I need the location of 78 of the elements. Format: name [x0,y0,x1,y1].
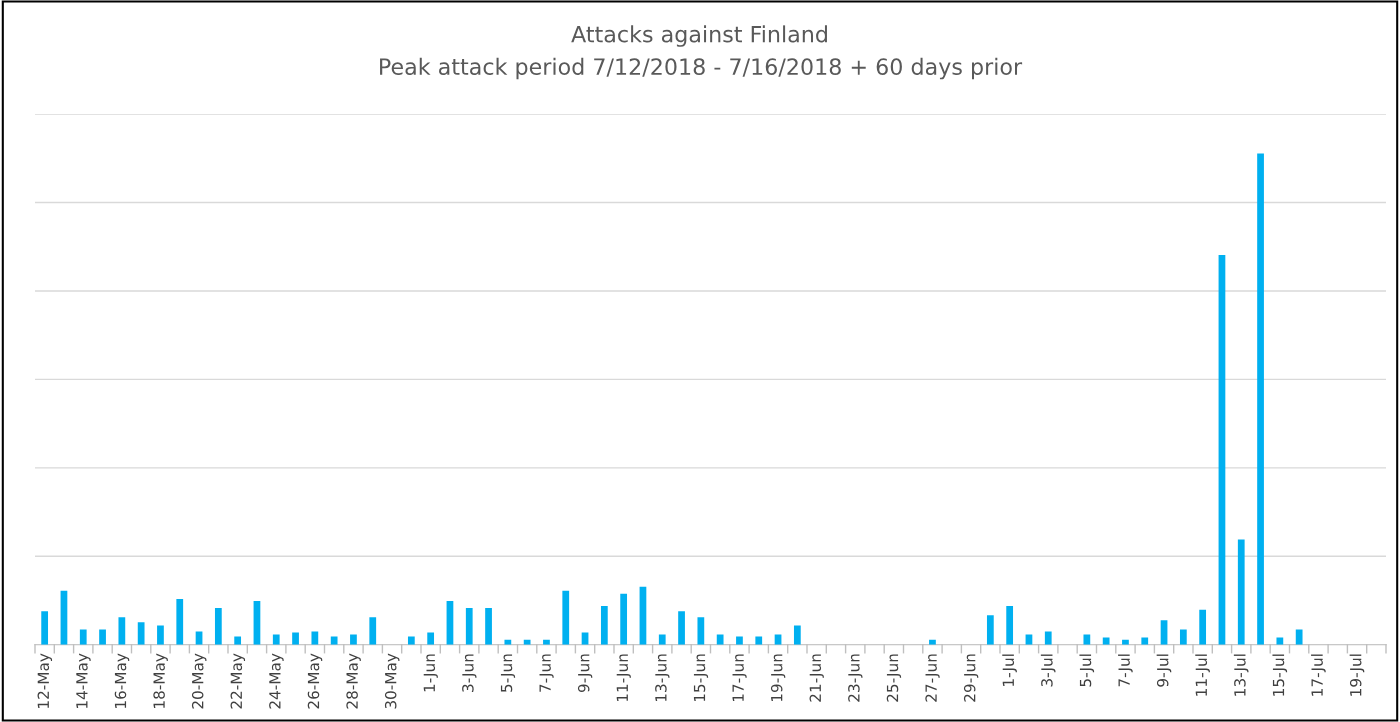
x-tick-label: 21-Jun [809,654,824,702]
chart-title: Attacks against Finland [571,25,827,47]
bar [350,634,357,645]
bar [1257,153,1264,645]
bar [986,615,994,645]
x-tick-label: 19-Jul [1349,654,1365,696]
x-tick-label: 27-Jun [925,654,940,702]
bar [1006,605,1014,645]
bar [620,593,628,645]
x-tick-label: 1-Jul [1002,654,1017,686]
bar [485,607,492,645]
x-tick-label: 11-Jun [616,654,631,702]
bar [1199,609,1207,645]
x-tick-label: 11-Jul [1195,654,1210,696]
bar [41,611,49,645]
x-tick-label: 7-Jun [539,654,554,692]
bar [234,636,242,645]
x-tick-label: 24-May [269,653,284,709]
x-tick-label: 15-Jun [693,654,709,702]
bar [716,634,724,645]
bar [1276,637,1284,645]
chart-subtitle: Peak attack period 7/12/2018 - 7/16/2018 + 60 days prior [380,57,1023,80]
bar [1295,629,1303,645]
bar [1044,631,1052,645]
x-tick-label: 7-Jul [1118,654,1133,687]
bar [1102,637,1110,645]
bar [697,617,705,645]
x-tick-label: 18-May [153,653,168,708]
bar [272,634,280,645]
bar [79,629,87,645]
bar [755,636,763,645]
x-tick-label: 12-May [37,653,53,708]
bar [1141,637,1149,645]
bar [137,622,145,645]
x-tick-label: 13-Jul [1233,654,1249,696]
x-tick-label: 15-Jul [1272,654,1288,696]
bar [407,636,415,645]
bar [1237,539,1245,645]
x-tick-label: 5-Jun [500,654,516,692]
x-tick-label: 22-May [230,653,246,709]
bar [330,636,338,645]
bar [176,599,184,645]
x-tick-label: 20-May [191,653,207,709]
bar [600,605,608,645]
bar [736,636,743,645]
bar [157,625,164,645]
x-tick-label: 9-Jul [1156,654,1172,687]
x-tick-label: 5-Jul [1079,654,1095,687]
x-tick-label: 17-Jul [1311,654,1326,696]
x-tick-label: 26-May [307,653,323,709]
x-tick-label: 30-May [384,653,400,709]
x-tick-label: 17-Jun [732,654,747,702]
bar [311,631,319,645]
bar [369,617,377,645]
bar [1179,629,1187,645]
bar [118,617,126,645]
x-tick-label: 29-Jun [963,654,979,702]
x-tick-label: 28-May [346,653,361,709]
x-tick-label: 3-Jul [1040,654,1056,687]
bar [427,632,435,645]
bar [99,629,106,645]
x-tick-label: 16-May [114,653,130,708]
bar [292,632,299,645]
x-tick-label: 23-Jun [848,654,863,702]
bar [1083,634,1091,645]
bar [678,611,685,645]
x-tick-label: 19-Jun [770,654,786,702]
bar [214,607,222,645]
bar [658,634,666,645]
x-tick-label: 1-Jun [423,654,438,692]
bar [465,607,473,645]
x-tick-label: 14-May [76,653,91,708]
x-tick-label: 3-Jun [462,654,477,692]
bar [562,590,570,645]
x-tick-label: 9-Jun [577,654,593,693]
x-tick-label: 13-Jun [655,654,670,702]
bar [793,625,801,645]
x-tick-label: 25-Jun [886,654,902,702]
